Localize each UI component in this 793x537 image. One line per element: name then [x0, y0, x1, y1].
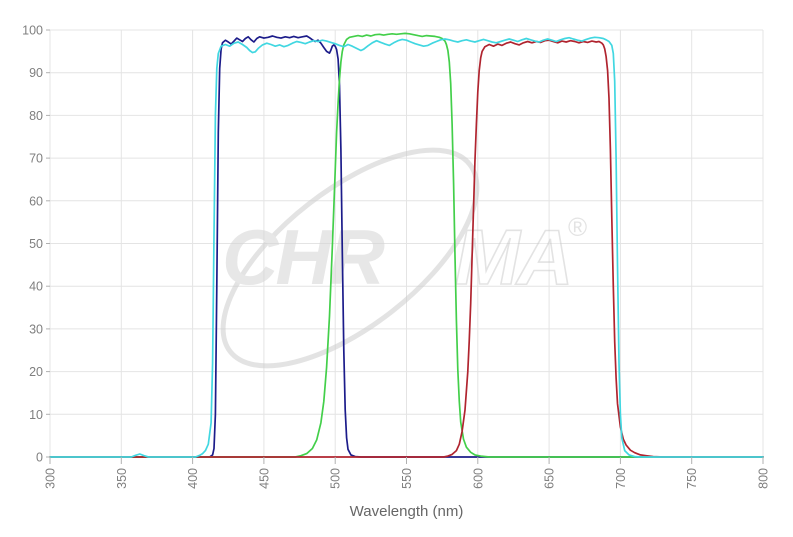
x-tick-label: 350: [115, 468, 129, 489]
x-tick-label: 450: [257, 468, 271, 489]
x-axis-title: Wavelength (nm): [349, 503, 464, 520]
y-tick-label: 60: [29, 194, 43, 208]
x-tick-label: 500: [329, 468, 343, 489]
watermark-text-ma: MA: [455, 213, 570, 301]
x-tick-label: 400: [186, 468, 200, 489]
y-tick-label: 10: [29, 408, 43, 422]
x-tick-label: 700: [614, 468, 628, 489]
curve-green-band-505-580: [49, 32, 764, 458]
y-tick-label: 90: [29, 66, 43, 80]
watermark-registered-icon: ®: [568, 212, 587, 242]
gridlines: [49, 29, 764, 458]
x-tick-label: 550: [400, 468, 414, 489]
x-tick-label: 750: [685, 468, 699, 489]
chroma-swoosh-ellipse: [220, 147, 480, 369]
y-tick-label: 70: [29, 152, 43, 166]
curve-cyan-wideband-415-700: [49, 36, 764, 458]
x-tick-label: 650: [543, 468, 557, 489]
x-tick-label: 800: [757, 468, 771, 489]
chroma-watermark: CHR MA ®: [220, 147, 587, 369]
y-tick-label: 0: [36, 451, 43, 465]
curve-blue-band-415-505: [49, 35, 764, 458]
y-tick-label: 80: [29, 109, 43, 123]
y-tick-label: 100: [22, 24, 43, 38]
watermark-text-chr: CHR: [222, 213, 385, 301]
spectra-curves: [49, 32, 764, 458]
y-tick-label: 50: [29, 237, 43, 251]
axes: 300 350 400 450 500 550 600 650 700 750 800 0 10 20 30…: [22, 24, 770, 489]
x-tick-label: 600: [471, 468, 485, 489]
x-tick-label: 300: [44, 468, 58, 489]
y-tick-label: 20: [29, 365, 43, 379]
y-tick-label: 40: [29, 280, 43, 294]
y-tick-label: 30: [29, 322, 43, 336]
